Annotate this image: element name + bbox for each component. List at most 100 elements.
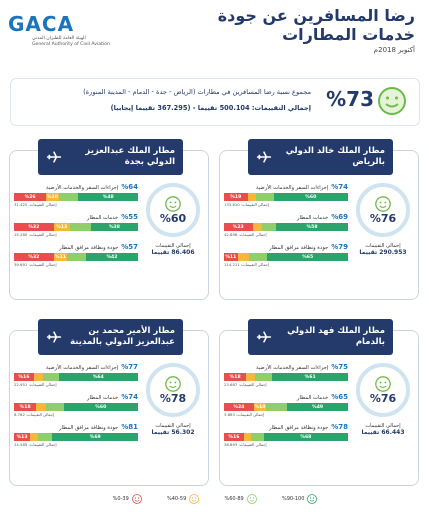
circle-col: %76 إجمالي التقييمات 290.953 تقييما <box>352 183 414 295</box>
criterion-ratings: إجمالي التقييمات: 39.691 <box>14 262 57 267</box>
bar: %38 %13 %32 <box>13 223 138 231</box>
smiley <box>246 494 257 504</box>
criterion-label: جودة ونظافة مرافق المطار <box>59 245 119 251</box>
airport-tab: مطار الأمير محمد بن عبدالعزيز الدولي بال… <box>38 319 183 355</box>
summary-score: %73 <box>326 87 374 111</box>
criterion: %69خدمات المطار %58 %23 إجمالي التقييمات: 4… <box>224 213 348 237</box>
bar: %64 %16 <box>13 373 138 381</box>
legend-label: %0-39 <box>112 496 129 502</box>
criterion-ratings: إجمالي التقييمات: 31.425 <box>14 202 57 207</box>
bar-segment: %42 <box>85 253 138 261</box>
score-circle: %60 <box>146 183 200 237</box>
date: أكتوبر 2018م <box>373 46 415 54</box>
summary-text: مجموع نسبة رضا المسافرين في مطارات (الري… <box>83 88 311 96</box>
bar-segment <box>36 403 47 411</box>
criterion-score: %74 <box>121 393 138 401</box>
bar-segment: %60 <box>273 193 348 201</box>
bar: %65 %11 <box>224 253 348 261</box>
criterion-score: %57 <box>121 243 138 251</box>
criterion-score: %78 <box>331 423 348 431</box>
smiley <box>307 494 318 504</box>
legend-item: %90-100 <box>281 494 318 504</box>
segment-label: %11 <box>225 254 237 260</box>
bar: %69 %13 <box>14 433 138 441</box>
airport-name: مطار الملك خالد الدولي بالرياض <box>285 146 385 167</box>
segment-label: %65 <box>302 254 314 260</box>
bar-segment <box>67 253 86 261</box>
criterion-title: %77إجراءات السفر والخدمات الأرضية <box>14 363 138 371</box>
criterion-ratings: إجمالي التقييمات: 133.810 <box>224 202 269 207</box>
criterion-title: %75إجراءات السفر والخدمات الأرضية <box>224 363 348 371</box>
airport-card: مطار الأمير محمد بن عبدالعزيز الدولي بال… <box>9 319 209 486</box>
summary-smiley <box>378 87 406 115</box>
bar-segment: %49 <box>287 403 348 411</box>
bar: %68 %16 <box>224 433 348 441</box>
bar-segment: %32 <box>13 223 54 231</box>
criterion-title: %57جودة ونظافة مرافق المطار <box>14 243 138 251</box>
criterion-ratings: إجمالي التقييمات: 8.762 <box>14 412 55 417</box>
bar-segment <box>246 373 255 381</box>
total-value: 290.953 تقييما <box>359 249 407 256</box>
rows: %74إجراءات السفر والخدمات الأرضية %60 %19 إ… <box>223 183 352 295</box>
bar-segment <box>237 253 249 261</box>
criterion-title: %79جودة ونظافة مرافق المطار <box>224 243 348 251</box>
criterion-ratings: إجمالي التقييمات: 38.893 <box>224 442 267 447</box>
smiley <box>165 375 181 392</box>
segment-label: %11 <box>55 254 66 260</box>
bar-segment <box>251 433 264 441</box>
segment-label: %18 <box>229 374 241 380</box>
bar-segment <box>255 373 273 381</box>
airport-tab: مطار الملك فهد الدولي بالدمام <box>248 319 393 355</box>
total-label: إجمالي التقييمات <box>155 423 191 429</box>
segment-label: %26 <box>24 194 36 200</box>
criterion-score: %77 <box>121 363 138 371</box>
bar-segment: %58 <box>276 223 348 231</box>
segment-label: %69 <box>89 434 101 440</box>
logo: GACA <box>8 12 75 36</box>
criterion-title: %65خدمات المطار <box>224 393 348 401</box>
criterion: %74إجراءات السفر والخدمات الأرضية %60 %19 إ… <box>223 183 348 207</box>
criterion-title: %74إجراءات السفر والخدمات الأرضية <box>224 183 348 191</box>
legend-label: %90-100 <box>281 496 305 502</box>
rows: %77إجراءات السفر والخدمات الأرضية %64 %16 إ… <box>13 363 142 481</box>
circle-col: %76 إجمالي التقييمات 66.443 تقييما <box>352 363 414 481</box>
segment-label: %38 <box>108 224 120 230</box>
segment-label: %48 <box>102 194 114 200</box>
criterion-label: خدمات المطار <box>297 395 329 401</box>
criterion-label: جودة ونظافة مرافق المطار <box>269 245 329 251</box>
bar-segment: %16 <box>224 433 244 441</box>
airport-score: %76 <box>369 211 397 225</box>
segment-label: %24 <box>233 404 245 410</box>
bar-segment: %13 <box>14 433 31 441</box>
bar-segment <box>247 193 257 201</box>
legend-label: %40-59 <box>166 496 187 502</box>
criterion: %55خدمات المطار %38 %13 %32 إجمالي التقييمات… <box>13 213 138 237</box>
segment-label: %32 <box>28 254 40 260</box>
bar-segment: %13 <box>53 223 70 231</box>
segment-label: %18 <box>19 404 31 410</box>
bar: %42 %11 %32 <box>14 253 138 261</box>
bar-segment: %69 <box>52 433 138 441</box>
airport-name: مطار الملك فهد الدولي بالدمام <box>287 326 385 347</box>
plane-icon <box>256 151 272 163</box>
criterion-label: خدمات المطار <box>297 215 329 221</box>
criterion-score: %55 <box>121 213 138 221</box>
criterion-title: %55خدمات المطار <box>14 213 138 221</box>
bar-segment: %48 <box>78 193 138 201</box>
airport-name: مطار الأمير محمد بن عبدالعزيز الدولي بال… <box>70 326 175 347</box>
rows: %75إجراءات السفر والخدمات الأرضية %61 %18 إ… <box>223 363 352 481</box>
bar: %60 %19 <box>223 193 348 201</box>
card-body: %60 إجمالي التقييمات 86.406 تقييما %64إجراء… <box>13 183 204 295</box>
bar-segment <box>33 373 43 381</box>
legend-item: %0-39 <box>113 494 142 504</box>
criterion-label: إجراءات السفر والخدمات الأرضية <box>45 185 119 191</box>
circle-col: %78 إجمالي التقييمات 56.302 تقييما <box>142 363 204 481</box>
criterion-ratings: إجمالي التقييمات: 23.687 <box>224 382 267 387</box>
title: رضا المسافرين عن جودة خدمات المطارات <box>217 6 415 44</box>
plane-icon <box>46 151 62 163</box>
segment-label: %13 <box>16 434 28 440</box>
bar-segment <box>46 403 64 411</box>
criterion-label: خدمات المطار <box>87 395 119 401</box>
card-body: %76 إجمالي التقييمات 290.953 تقييما %74إجرا… <box>223 183 414 295</box>
